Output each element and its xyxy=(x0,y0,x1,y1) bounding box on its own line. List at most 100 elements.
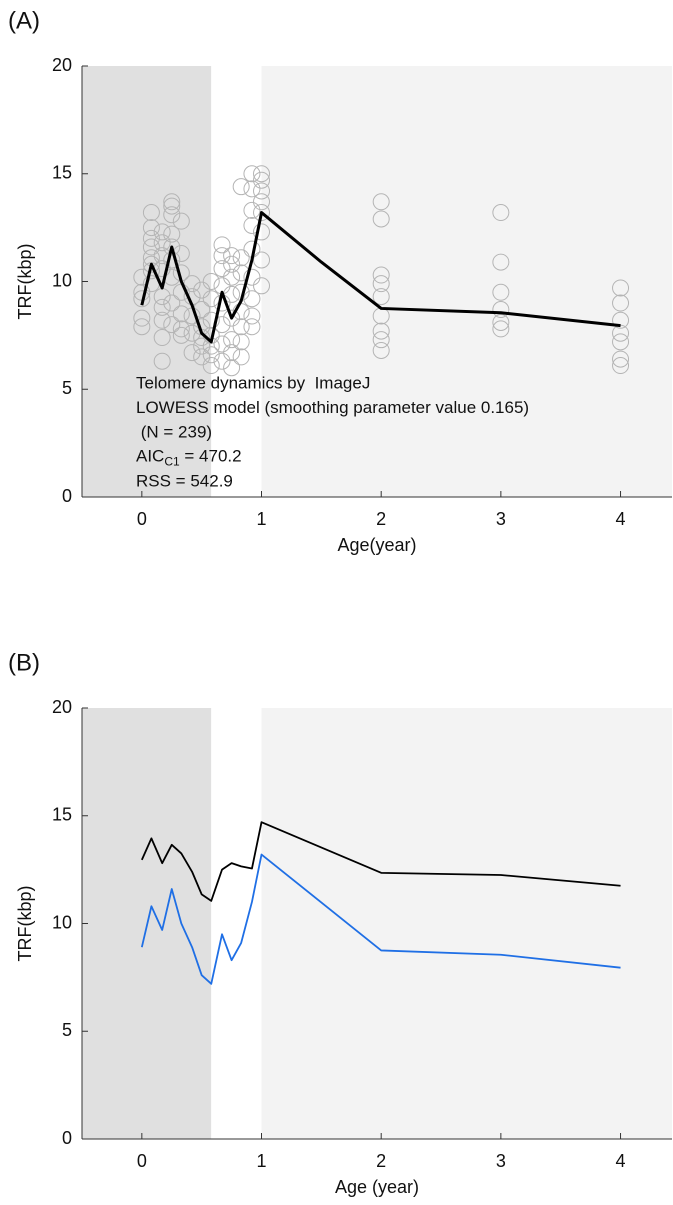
data-point xyxy=(153,329,171,347)
data-point xyxy=(492,283,510,301)
data-point xyxy=(133,318,151,336)
x-tick-label: 1 xyxy=(257,1151,267,1171)
data-point xyxy=(213,352,231,370)
data-point xyxy=(142,255,160,273)
data-point xyxy=(612,294,630,312)
data-point xyxy=(243,318,261,336)
data-point xyxy=(253,182,271,200)
data-point xyxy=(253,171,271,189)
data-point xyxy=(232,348,250,366)
y-tick-label: 15 xyxy=(52,163,72,183)
y-tick-label: 10 xyxy=(52,912,72,932)
x-tick-label: 3 xyxy=(496,509,506,529)
shaded-region xyxy=(261,708,672,1139)
data-point xyxy=(202,357,220,375)
data-point xyxy=(492,204,510,222)
data-point xyxy=(172,212,190,230)
data-point xyxy=(232,178,250,196)
data-point xyxy=(232,249,250,267)
data-point xyxy=(202,346,220,364)
data-point xyxy=(243,307,261,325)
data-point xyxy=(163,294,181,312)
data-point xyxy=(223,247,241,265)
data-point xyxy=(372,266,390,284)
data-point xyxy=(232,333,250,351)
x-axis-label: Age(year) xyxy=(337,535,416,555)
data-point xyxy=(253,165,271,183)
data-point xyxy=(243,180,261,198)
data-point xyxy=(153,298,171,316)
y-tick-label: 5 xyxy=(62,1020,72,1040)
annotation-text: = 470.2 xyxy=(180,447,242,466)
data-point xyxy=(612,311,630,329)
y-tick-label: 20 xyxy=(52,55,72,75)
data-point xyxy=(202,273,220,290)
data-point xyxy=(183,275,201,293)
data-line xyxy=(140,853,621,985)
x-tick-label: 4 xyxy=(616,509,626,529)
x-tick-label: 2 xyxy=(376,509,386,529)
data-point xyxy=(253,251,271,269)
data-point xyxy=(213,335,231,353)
annotation: RSS = 542.9 xyxy=(136,471,233,490)
y-axis-label: TRF(kbp) xyxy=(15,244,35,320)
data-point xyxy=(492,320,510,338)
data-point xyxy=(193,348,211,366)
data-point xyxy=(223,309,241,327)
data-point xyxy=(213,260,231,278)
data-point xyxy=(372,210,390,228)
data-point xyxy=(183,344,201,362)
annotation: (N = 239) xyxy=(136,422,212,441)
data-point xyxy=(372,341,390,359)
data-point xyxy=(253,204,271,222)
data-point xyxy=(133,309,151,327)
data-point xyxy=(163,225,181,243)
data-point xyxy=(213,236,231,254)
data-point xyxy=(202,311,220,329)
x-axis-label: Age (year) xyxy=(335,1177,419,1197)
data-point xyxy=(253,223,271,241)
data-point xyxy=(243,201,261,219)
data-line xyxy=(140,211,621,344)
data-point xyxy=(142,219,160,237)
data-point xyxy=(243,268,261,286)
panel-label: (A) xyxy=(8,7,40,34)
data-point xyxy=(612,350,630,368)
data-point xyxy=(223,344,241,362)
y-tick-label: 20 xyxy=(52,697,72,717)
data-point xyxy=(142,262,160,280)
data-point xyxy=(223,359,241,377)
data-point xyxy=(372,288,390,306)
data-point xyxy=(612,279,630,297)
data-point xyxy=(172,320,190,338)
y-tick-label: 5 xyxy=(62,378,72,398)
data-point xyxy=(193,337,211,355)
data-point xyxy=(492,253,510,271)
data-point xyxy=(243,290,261,308)
data-point xyxy=(193,281,211,299)
data-point xyxy=(372,275,390,293)
data-point xyxy=(253,193,271,211)
data-point xyxy=(253,277,271,295)
annotation: Telomere dynamics by ImageJ xyxy=(136,373,370,392)
x-tick-label: 1 xyxy=(257,509,267,529)
data-point xyxy=(142,204,160,222)
y-tick-label: 10 xyxy=(52,270,72,290)
data-point xyxy=(372,331,390,349)
data-point xyxy=(163,316,181,334)
data-point xyxy=(153,352,171,370)
data-point xyxy=(612,357,630,375)
y-tick-label: 0 xyxy=(62,1128,72,1148)
x-tick-label: 2 xyxy=(376,1151,386,1171)
x-tick-label: 3 xyxy=(496,1151,506,1171)
data-point xyxy=(223,268,241,286)
data-point xyxy=(492,301,510,319)
data-point xyxy=(133,290,151,308)
annotation: LOWESS model (smoothing parameter value … xyxy=(136,398,529,417)
shaded-region xyxy=(261,66,672,497)
panel-label: (B) xyxy=(8,649,40,676)
data-point xyxy=(172,305,190,323)
data-point xyxy=(153,223,171,241)
shaded-region xyxy=(211,708,262,1139)
